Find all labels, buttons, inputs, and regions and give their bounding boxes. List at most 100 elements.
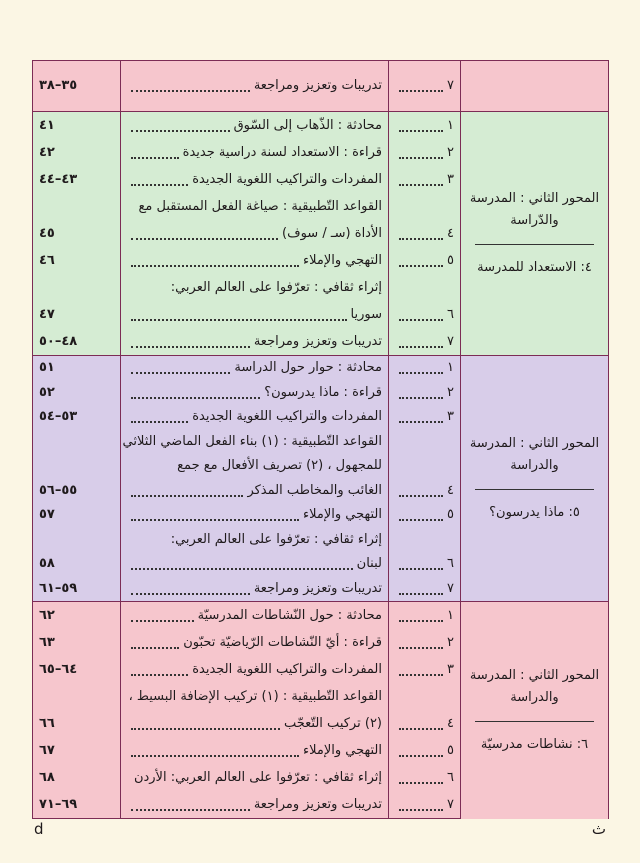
item-title: القواعد التّطبيقية : (١) تركيب الإضافة ا… bbox=[128, 689, 382, 704]
number-cell: ١ bbox=[388, 111, 461, 139]
leader bbox=[131, 183, 189, 186]
leader bbox=[399, 754, 444, 757]
item-title: المفردات والتراكيب اللغوية الجديدة bbox=[192, 662, 382, 677]
unit-cell: المحور الثاني : المدرسة والدراسة ٦: نشاطا… bbox=[460, 601, 609, 819]
title-line: للمجهول ، (٢) تصريف الأفعال مع جمع bbox=[127, 454, 382, 479]
item-title: إثراء ثقافي : تعرّفوا على العالم العربي:… bbox=[133, 770, 382, 785]
contents-table: ٧ تدريبات وتعزيز ومراجعة ٣٥–٣٨ المحور الثان… bbox=[32, 60, 609, 819]
item-title: (٢) تركيب التّعجّب bbox=[284, 716, 382, 731]
axis-title: المحور الثاني : المدرسة والدّراسة bbox=[469, 191, 600, 228]
leader bbox=[131, 318, 347, 321]
pages-cell: ٥٣–٥٤ bbox=[32, 405, 121, 430]
leader bbox=[131, 808, 250, 811]
title-line: المفردات والتراكيب اللغوية الجديدة bbox=[127, 405, 382, 430]
row: المحور الثاني : المدرسة والدراسة ٦: نشاطا… bbox=[32, 601, 609, 819]
pages-cell: ٤١ bbox=[32, 111, 121, 139]
unit-title: ٥: ماذا يدرسون؟ bbox=[489, 505, 580, 520]
item-pages: ٦٣ bbox=[39, 635, 55, 650]
title-line: قراءة : الاستعداد لسنة دراسية جديدة bbox=[127, 139, 382, 166]
number-line: ٦ bbox=[395, 552, 454, 577]
leader bbox=[399, 345, 444, 348]
number-line: ٧ bbox=[395, 791, 454, 818]
number-cell: ٣ bbox=[388, 405, 461, 430]
title-cell: تدريبات وتعزيز ومراجعة bbox=[120, 328, 389, 356]
number-line: ٥ bbox=[395, 503, 454, 528]
leader bbox=[131, 421, 189, 424]
item-pages: ٤١ bbox=[39, 118, 55, 133]
number-line: ٥ bbox=[395, 737, 454, 764]
number-line: ٢ bbox=[395, 629, 454, 656]
number-cell: ٣ bbox=[388, 166, 461, 193]
leader bbox=[399, 264, 444, 267]
leader bbox=[131, 264, 300, 267]
unit-cell bbox=[460, 60, 609, 112]
number-cell: ٧ bbox=[388, 328, 461, 356]
item-pages: ٦٨ bbox=[39, 770, 55, 785]
item-title: محادثة : الذّهاب إلى السّوق bbox=[233, 118, 382, 133]
title-cell: القواعد التّطبيقية : (١) بناء الفعل الما… bbox=[120, 429, 389, 503]
title-line: محادثة : حوار حول الدراسة bbox=[127, 356, 382, 381]
number-cell: ٤ bbox=[388, 193, 461, 247]
item-pages: ٦٦ bbox=[39, 716, 55, 731]
leader bbox=[131, 619, 194, 622]
leader bbox=[131, 592, 250, 595]
item-pages: ٥٣–٥٤ bbox=[39, 409, 78, 424]
item-pages: ٦٢ bbox=[39, 608, 55, 623]
pages-line: ٤٢ bbox=[39, 139, 114, 166]
pages-cell: ٦٧ bbox=[32, 737, 121, 764]
title-line: محادثة : الذّهاب إلى السّوق bbox=[127, 112, 382, 139]
title-line: المفردات والتراكيب اللغوية الجديدة bbox=[127, 166, 382, 193]
row: ٤ القواعد التّطبيقية : (١) تركيب الإضافة … bbox=[32, 683, 609, 737]
leader bbox=[131, 237, 279, 240]
item-pages: ٥٢ bbox=[39, 384, 55, 400]
leader bbox=[399, 592, 444, 595]
item-title: القواعد التّطبيقية : (١) بناء الفعل الما… bbox=[122, 433, 383, 449]
item-number: ٦ bbox=[447, 556, 454, 571]
item-title: تدريبات وتعزيز ومراجعة bbox=[253, 797, 382, 812]
pages-cell: ٤٧ bbox=[32, 274, 121, 328]
number-cell: ٣ bbox=[388, 656, 461, 683]
leader bbox=[399, 396, 444, 399]
title-cell: تدريبات وتعزيز ومراجعة bbox=[120, 60, 389, 112]
item-title: التهجي والإملاء bbox=[303, 507, 382, 522]
title-cell: القواعد التّطبيقية : صياغة الفعل المستقب… bbox=[120, 193, 389, 247]
number-cell: ٦ bbox=[388, 527, 461, 577]
unit-title: ٦: نشاطات مدرسيّة bbox=[480, 736, 589, 752]
title-cell: التهجي والإملاء bbox=[120, 503, 389, 528]
number-line: ٥ bbox=[395, 247, 454, 274]
title-cell: التهجي والإملاء bbox=[120, 737, 389, 764]
number-cell: ٦ bbox=[388, 764, 461, 791]
item-title: قراءة : ماذا يدرسون؟ bbox=[264, 384, 382, 400]
pages-cell: ٤٥ bbox=[32, 193, 121, 247]
pages-line: ٥١ bbox=[39, 356, 114, 381]
leader bbox=[131, 519, 300, 522]
number-cell: ١ bbox=[388, 355, 461, 381]
title-cell: المفردات والتراكيب اللغوية الجديدة bbox=[120, 166, 389, 193]
title-line: قراءة : ماذا يدرسون؟ bbox=[127, 381, 382, 406]
pages-line: ٥٣–٥٤ bbox=[39, 405, 114, 430]
leader bbox=[399, 372, 444, 375]
item-pages: ٥١ bbox=[39, 360, 55, 375]
row: ٧ تدريبات وتعزيز ومراجعة ٣٥–٣٨ bbox=[32, 60, 609, 112]
title-line: (٢) تركيب التّعجّب bbox=[127, 710, 382, 737]
pages-cell: ٥٧ bbox=[32, 503, 121, 528]
pages-cell: ٤٨–٥٠ bbox=[32, 328, 121, 356]
item-pages: ٤٣–٤٤ bbox=[39, 172, 78, 187]
leader bbox=[131, 90, 250, 92]
pages-line: ٤٦ bbox=[39, 247, 114, 274]
item-title: إثراء ثقافي : تعرّفوا على العالم العربي: bbox=[170, 531, 382, 547]
pages-line: ٦٣ bbox=[39, 629, 114, 656]
title-cell: إثراء ثقافي : تعرّفوا على العالم العربي:… bbox=[120, 274, 389, 328]
title-cell: إثراء ثقافي : تعرّفوا على العالم العربي:… bbox=[120, 764, 389, 791]
title-cell: محادثة : الذّهاب إلى السّوق bbox=[120, 111, 389, 139]
number-cell: ٤ bbox=[388, 683, 461, 737]
title-cell: محادثة : حول النّشاطات المدرسيّة bbox=[120, 601, 389, 629]
pages-line: ٥٥–٥٦ bbox=[39, 479, 114, 504]
title-cell: المفردات والتراكيب اللغوية الجديدة bbox=[120, 656, 389, 683]
title-line: القواعد التّطبيقية : (١) تركيب الإضافة ا… bbox=[127, 683, 382, 710]
item-pages: ٣٥–٣٨ bbox=[39, 78, 78, 93]
item-pages: ٦٤–٦٥ bbox=[39, 662, 78, 677]
title-cell: قراءة : أيّ النّشاطات الرّياضيّة تحبّون bbox=[120, 629, 389, 656]
number-line: ٦ bbox=[395, 301, 454, 328]
leader bbox=[399, 673, 444, 676]
